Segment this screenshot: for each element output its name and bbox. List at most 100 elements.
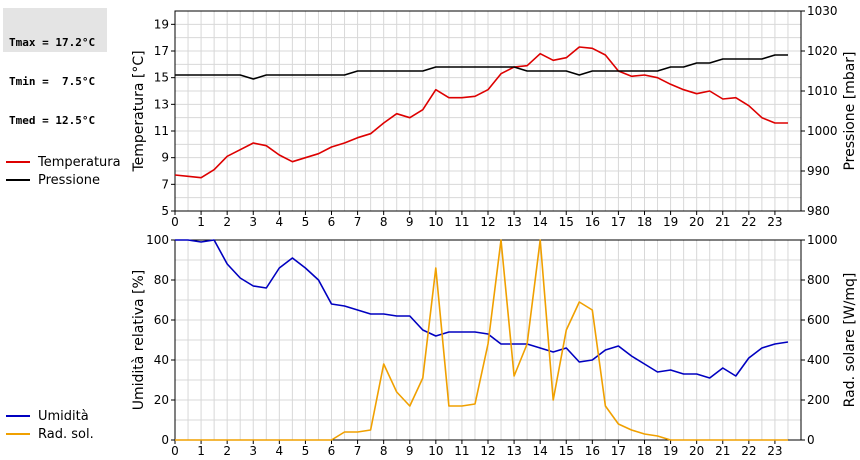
x-tick-label: 3 — [249, 215, 257, 229]
x-tick-label: 16 — [585, 215, 600, 229]
y-tick-label-right: 980 — [807, 204, 830, 218]
tmin-text: Tmin = 7.5°C — [9, 75, 96, 88]
x-tick-label: 15 — [559, 215, 574, 229]
x-tick-label: 1 — [197, 444, 205, 458]
y-tick-label-right: 400 — [807, 353, 830, 367]
legend-item-radsol: Rad. sol. — [6, 425, 94, 443]
y-tick-label-left: 17 — [154, 44, 169, 58]
series-line-rad-sol — [175, 239, 788, 441]
x-tick-label: 20 — [689, 215, 704, 229]
x-tick-label: 18 — [637, 215, 652, 229]
x-tick-label: 22 — [741, 444, 756, 458]
x-tick-label: 11 — [454, 444, 469, 458]
stats-box: Tmax = 17.2°C Tmin = 7.5°C Tmed = 12.5°C — [3, 8, 107, 127]
legend-swatch-temperatura — [6, 161, 30, 163]
y-tick-label-left: 0 — [161, 433, 169, 447]
y-tick-label-left: 15 — [154, 71, 169, 85]
x-tick-label: 20 — [689, 444, 704, 458]
legend-label-temperatura: Temperatura — [38, 154, 121, 170]
x-tick-label: 23 — [767, 444, 782, 458]
x-tick-label: 18 — [637, 444, 652, 458]
x-tick-label: 7 — [354, 215, 362, 229]
y-tick-label-left: 11 — [154, 124, 169, 138]
y-tick-label-left: 20 — [154, 393, 169, 407]
y-axis-title-left: Umidità relativa [%] — [131, 270, 147, 411]
x-tick-label: 19 — [663, 444, 678, 458]
y-tick-label-left: 13 — [154, 97, 169, 111]
y-tick-label-right: 1010 — [807, 84, 838, 98]
x-tick-label: 10 — [428, 444, 443, 458]
x-tick-label: 14 — [533, 444, 548, 458]
y-tick-label-right: 800 — [807, 273, 830, 287]
x-tick-label: 9 — [406, 215, 414, 229]
legend-item-umidita: Umidità — [6, 407, 94, 425]
x-tick-label: 4 — [276, 444, 284, 458]
legend-swatch-umidita — [6, 415, 30, 417]
legend-swatch-pressione — [6, 179, 30, 181]
y-tick-label-left: 60 — [154, 313, 169, 327]
x-tick-label: 12 — [480, 215, 495, 229]
x-tick-label: 17 — [611, 444, 626, 458]
tmed-text: Tmed = 12.5°C — [9, 114, 96, 127]
x-tick-label: 3 — [249, 444, 257, 458]
y-tick-label-right: 1000 — [807, 233, 838, 247]
x-tick-label: 2 — [223, 215, 231, 229]
x-tick-label: 4 — [276, 215, 284, 229]
y-tick-label-right: 0 — [807, 433, 815, 447]
y-tick-label-right: 200 — [807, 393, 830, 407]
series-line-temperatura — [174, 46, 788, 179]
y-axis-title-left: Temperatura [°C] — [131, 50, 147, 172]
x-tick-label: 12 — [480, 444, 495, 458]
legend-label-radsol: Rad. sol. — [38, 426, 94, 442]
y-tick-label-right: 600 — [807, 313, 830, 327]
legend-item-pressione: Pressione — [6, 171, 121, 189]
y-tick-label-right: 1030 — [807, 4, 838, 18]
x-tick-label: 6 — [328, 444, 336, 458]
y-tick-label-left: 5 — [161, 204, 169, 218]
legend-label-pressione: Pressione — [38, 172, 101, 188]
x-tick-label: 8 — [380, 444, 388, 458]
x-tick-label: 5 — [302, 444, 310, 458]
x-tick-label: 0 — [171, 444, 179, 458]
x-tick-label: 21 — [715, 444, 730, 458]
y-tick-label-right: 1000 — [807, 124, 838, 138]
x-tick-label: 9 — [406, 444, 414, 458]
y-tick-label-right: 1020 — [807, 44, 838, 58]
x-tick-label: 0 — [171, 215, 179, 229]
x-tick-label: 7 — [354, 444, 362, 458]
tmax-text: Tmax = 17.2°C — [9, 36, 96, 49]
temperature-pressure-chart: 0 1 2 3 4 5 6 7 8 9 10 11 12 13 14 15 16 17 18 19 20 21 22 2357… — [131, 4, 858, 229]
humidity-radiation-chart: 0 1 2 3 4 5 6 7 8 9 10 11 12 13 14 15 16 17 18 19 20 21 22 2302… — [131, 233, 858, 458]
x-tick-label: 16 — [585, 444, 600, 458]
series-line-umidit — [175, 239, 789, 379]
y-tick-label-left: 19 — [154, 17, 169, 31]
x-tick-label: 11 — [454, 215, 469, 229]
x-tick-label: 22 — [741, 215, 756, 229]
legend-bottom: Umidità Rad. sol. — [6, 407, 94, 443]
x-tick-label: 14 — [533, 215, 548, 229]
x-tick-label: 1 — [197, 215, 205, 229]
x-tick-label: 17 — [611, 215, 626, 229]
x-tick-label: 8 — [380, 215, 388, 229]
y-tick-label-left: 9 — [161, 151, 169, 165]
y-tick-label-left: 7 — [161, 177, 169, 191]
series-line-pressione — [175, 54, 788, 80]
y-axis-title-right: Rad. solare [W/mq] — [842, 273, 858, 408]
x-tick-label: 6 — [328, 215, 336, 229]
x-tick-label: 23 — [767, 215, 782, 229]
x-tick-label: 2 — [223, 444, 231, 458]
x-tick-label: 10 — [428, 215, 443, 229]
x-tick-label: 15 — [559, 444, 574, 458]
y-tick-label-left: 100 — [146, 233, 169, 247]
legend-top: Temperatura Pressione — [6, 153, 121, 189]
legend-swatch-radsol — [6, 433, 30, 435]
x-tick-label: 21 — [715, 215, 730, 229]
y-tick-label-left: 80 — [154, 273, 169, 287]
x-tick-label: 19 — [663, 215, 678, 229]
legend-label-umidita: Umidità — [38, 408, 89, 424]
y-axis-title-right: Pressione [mbar] — [842, 51, 858, 170]
x-tick-label: 13 — [506, 215, 521, 229]
y-tick-label-right: 990 — [807, 164, 830, 178]
x-tick-label: 13 — [506, 444, 521, 458]
x-tick-label: 5 — [302, 215, 310, 229]
